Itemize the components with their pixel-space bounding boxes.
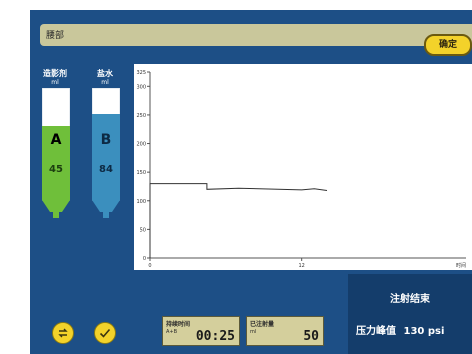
- peak-pressure: 压力峰值 130 psi: [356, 322, 448, 337]
- check-button[interactable]: [94, 322, 116, 344]
- protocol-bar[interactable]: 腰部: [40, 24, 472, 46]
- syringe-b-volume: 84: [99, 164, 113, 175]
- injected-volume-title: 已注射量: [250, 321, 275, 328]
- swap-icon: [58, 328, 68, 338]
- confirm-button[interactable]: 确定: [424, 34, 472, 56]
- injector-screen: 腰部 确定 造影剂 ml A 45 盐水 ml B 84 0 50 100 150 20…: [30, 10, 472, 354]
- peak-pressure-value: 130 psi: [403, 326, 445, 337]
- pressure-series-line: [149, 183, 328, 258]
- chart-y-tick-label: 200: [136, 142, 146, 148]
- syringe-b[interactable]: B 84: [92, 88, 120, 228]
- injected-volume-sub: ml: [250, 329, 257, 335]
- duration-value: 00:25: [195, 329, 235, 344]
- chart-y-tick-label: 0: [143, 256, 146, 262]
- peak-pressure-label: 压力峰值: [356, 326, 396, 337]
- syringe-a-volume: 45: [49, 164, 63, 175]
- check-icon: [99, 328, 111, 338]
- injected-volume-value: 50: [303, 329, 319, 344]
- duration-sub: A+B: [166, 329, 178, 335]
- syringe-a-unit: ml: [51, 79, 59, 86]
- status-panel: 注射结束 压力峰值 130 psi: [348, 274, 472, 354]
- status-title: 注射结束: [390, 294, 430, 305]
- syringe-b-graphic: [92, 88, 120, 218]
- chart-x-axis-label: 时间: [456, 262, 466, 269]
- swap-button[interactable]: [52, 322, 74, 344]
- chart-y-tick-label: 250: [136, 113, 146, 119]
- duration-title: 持续时间: [166, 321, 191, 328]
- chart-y-tick-label: 50: [140, 227, 146, 233]
- syringe-a[interactable]: A 45: [42, 88, 70, 228]
- chart-y-tick-label: 325: [136, 70, 146, 76]
- syringe-a-graphic: [42, 88, 70, 218]
- syringe-a-label: 造影剂: [43, 69, 67, 78]
- chart-y-tick-label: 100: [136, 199, 146, 205]
- chart-y-tick-label: 300: [136, 84, 146, 90]
- chart-y-tick-label: 150: [136, 170, 146, 176]
- pressure-chart-svg: 0 50 100 150 200 250 300 325 0 12 时间: [136, 70, 466, 269]
- syringe-b-letter: B: [100, 132, 112, 148]
- syringe-b-unit: ml: [101, 79, 109, 86]
- chart-x-tick-label: 12: [298, 263, 304, 269]
- syringe-a-letter: A: [50, 132, 62, 148]
- protocol-label: 腰部: [46, 31, 65, 41]
- pressure-chart: 0 50 100 150 200 250 300 325 0 12 时间: [134, 64, 472, 270]
- syringe-b-label: 盐水: [97, 69, 113, 78]
- injected-volume-box: 已注射量 ml 50: [246, 316, 324, 346]
- duration-box: 持续时间 A+B 00:25: [162, 316, 240, 346]
- chart-x-tick-label: 0: [148, 263, 151, 269]
